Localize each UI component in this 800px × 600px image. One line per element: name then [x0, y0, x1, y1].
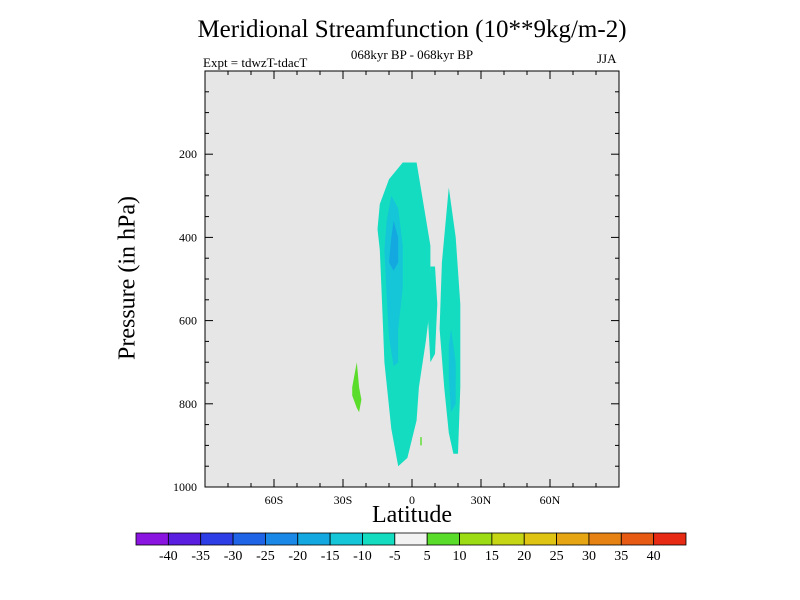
colorbar-box-11: [491, 532, 525, 546]
colorbar-box-10: [459, 532, 493, 546]
colorbar-box-12: [523, 532, 557, 546]
colorbar-label: 35: [614, 549, 628, 564]
colorbar-label: -30: [224, 549, 243, 564]
contour-region-6: [352, 362, 362, 413]
colorbar-label: -35: [191, 549, 210, 564]
colorbar-box-16: [653, 532, 687, 546]
colorbar-label: 15: [485, 549, 499, 564]
x-tick-label: 60N: [540, 493, 561, 507]
colorbar-box-8: [394, 532, 428, 546]
colorbar-box-5: [297, 532, 331, 546]
season-label: JJA: [597, 51, 617, 66]
x-tick-label: 30S: [334, 493, 353, 507]
contour-region-7: [420, 437, 422, 446]
colorbar-label: -15: [321, 549, 340, 564]
colorbar-box-6: [329, 532, 363, 546]
colorbar-label: 40: [647, 549, 661, 564]
colorbar-label: -25: [256, 549, 275, 564]
contour-region-1: [428, 266, 438, 363]
colorbar-label: 20: [517, 549, 531, 564]
x-tick-label: 30N: [471, 493, 492, 507]
colorbar-box-7: [362, 532, 396, 546]
y-tick-label: 200: [179, 147, 197, 161]
y-tick-label: 1000: [173, 480, 197, 494]
colorbar-label: -40: [159, 549, 178, 564]
colorbar-box-14: [588, 532, 622, 546]
experiment-label: Expt = tdwzT-tdacT: [203, 55, 308, 70]
colorbar-box-2: [200, 532, 234, 546]
x-axis-label: Latitude: [372, 502, 452, 528]
colorbar-label: 25: [550, 549, 564, 564]
chart-subtitle: 068kyr BP - 068kyr BP: [350, 47, 474, 62]
colorbar-box-3: [232, 532, 266, 546]
contour-region-5: [448, 328, 456, 413]
y-tick-label: 400: [179, 230, 197, 244]
colorbar-box-13: [556, 532, 590, 546]
x-tick-label: 0: [409, 493, 415, 507]
colorbar-label: 30: [582, 549, 596, 564]
colorbar-box-9: [426, 532, 460, 546]
colorbar-label: -5: [389, 549, 401, 564]
colorbar-label: -20: [288, 549, 307, 564]
chart-title: Meridional Streamfunction (10**9kg/m-2): [197, 16, 627, 43]
contour-region-4: [389, 220, 399, 271]
colorbar-box-0: [135, 532, 169, 546]
x-tick-label: 60S: [265, 493, 284, 507]
colorbar-box-15: [620, 532, 655, 546]
colorbar-box-1: [167, 532, 202, 546]
y-tick-label: 800: [179, 397, 197, 411]
colorbar-label: 10: [453, 549, 467, 564]
y-tick-label: 600: [179, 314, 197, 328]
colorbar-box-4: [265, 532, 299, 546]
colorbar-label: 5: [424, 549, 431, 564]
colorbar-label: -10: [353, 549, 372, 564]
